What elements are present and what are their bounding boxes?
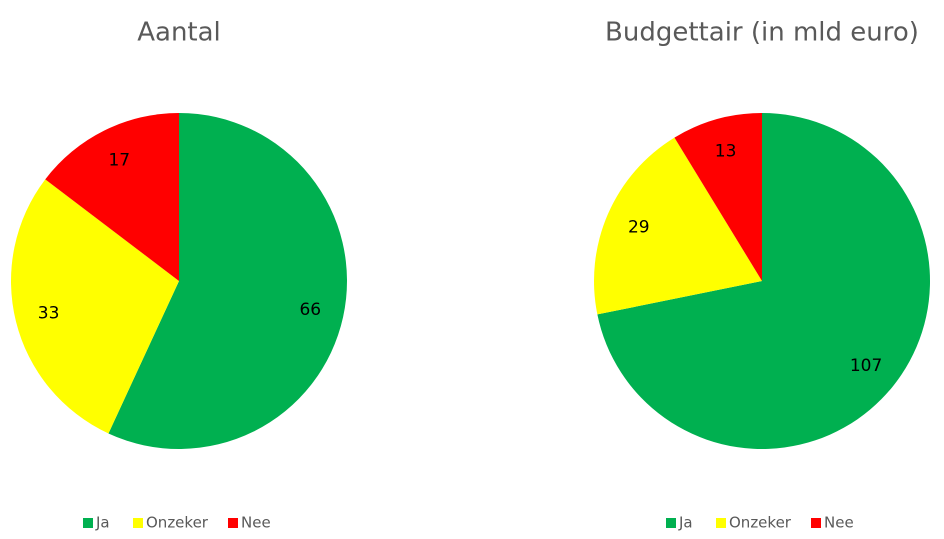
pie-slice [674, 113, 762, 281]
data-label: 107 [850, 356, 882, 376]
pie-slice [108, 113, 348, 450]
legend-label: Onzeker [729, 514, 792, 532]
legend-swatch [228, 518, 238, 528]
chart-title: Aantal [137, 18, 221, 48]
legend-label: Nee [824, 514, 854, 532]
legend-label: Onzeker [146, 514, 209, 532]
data-label: 13 [715, 142, 737, 162]
legend-swatch [83, 518, 93, 528]
legend-swatch [716, 518, 726, 528]
pie-slice [11, 179, 179, 434]
data-label: 29 [628, 217, 650, 237]
legend-label: Ja [95, 514, 110, 532]
data-label: 17 [108, 151, 130, 171]
legend-swatch [133, 518, 143, 528]
legend-label: Nee [241, 514, 271, 532]
data-label: 33 [38, 303, 60, 323]
data-label: 66 [299, 300, 321, 320]
legend-label: Ja [678, 514, 693, 532]
pie-slice [597, 113, 930, 449]
pie-slice [594, 137, 762, 315]
pie-slice [45, 113, 180, 281]
chart-title: Budgettair (in mld euro) [605, 18, 919, 48]
legend-swatch [666, 518, 676, 528]
legend-swatch [811, 518, 821, 528]
